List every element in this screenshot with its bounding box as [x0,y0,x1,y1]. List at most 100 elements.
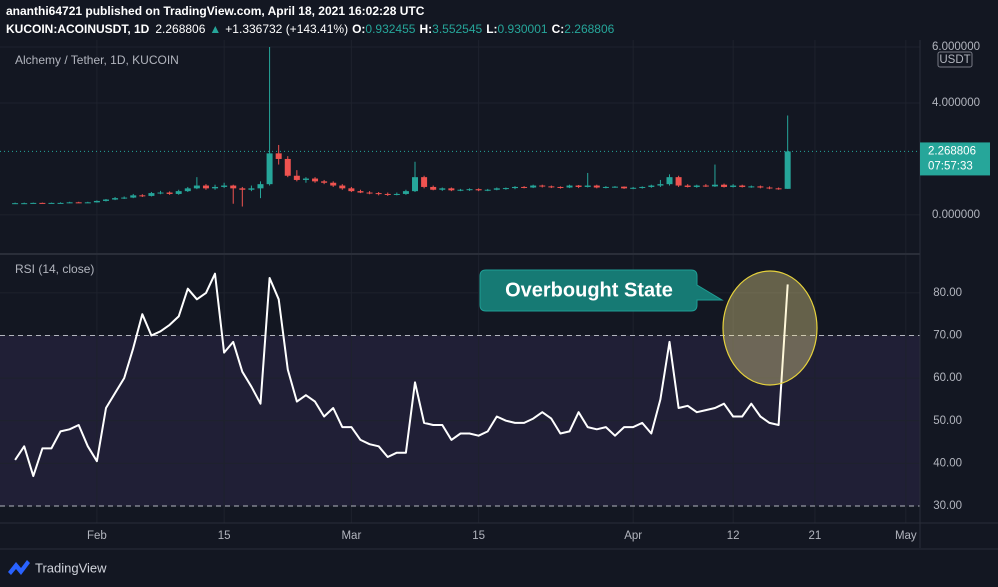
callout-text: Overbought State [505,279,673,301]
candle-body [666,177,673,185]
annotation: Overbought State [479,269,818,386]
logo [8,560,30,575]
last-price: 2.268806 [155,22,205,36]
callout [479,269,724,312]
rsi-line [14,272,789,478]
high-label: H: [419,22,432,36]
x-tick-label: May [895,530,917,542]
candle-body [84,202,91,204]
candle-body [611,186,618,188]
candle-body [212,186,219,189]
candle-body [648,185,655,187]
candle-body [439,188,446,190]
close-label: C: [552,22,565,36]
candle-body [375,193,382,195]
candle-body [557,186,564,188]
candle-body [57,202,64,204]
candle-body [202,185,209,189]
high-value: 3.552545 [432,22,482,36]
candle-body [748,186,755,188]
logo-icon [8,560,30,575]
candle-body [221,185,228,187]
candle-body [521,186,528,188]
candle-body [275,153,282,159]
publisher: ananthi64721 published on TradingView.co… [6,4,425,18]
candle-body [130,195,137,198]
candle-body [466,189,473,191]
candle-body [511,186,518,189]
close-value: 2.268806 [564,22,614,36]
candle-body [257,184,264,189]
candle-body [584,185,591,187]
candle-body [66,202,73,204]
candle-body [112,198,119,200]
candle-body [102,199,109,201]
candle-body [639,186,646,188]
candle-body [630,187,637,189]
candle-body [566,185,573,188]
candle-body [775,188,782,190]
candle-body [548,186,555,188]
candle-body [393,193,400,195]
candle-body [621,186,628,189]
candle-body [739,185,746,187]
candle-body [539,185,546,187]
y-tick-label: 4.000000 [932,97,980,109]
low-value: 0.930001 [498,22,548,36]
candle-body [30,202,37,204]
candle-body [121,197,128,199]
candle-body [730,185,737,187]
candle-body [302,178,309,180]
candle-body [675,177,682,186]
rsi-tick-label: 30.00 [933,500,962,512]
candle-body [721,184,728,187]
currency: USDT [939,54,970,66]
candle-body [12,203,19,205]
indicator-title: RSI (14, close) [15,262,94,276]
change: +1.336732 (+143.41%) [225,22,348,36]
rsi-tick-label: 40.00 [933,457,962,469]
x-tick-label: Apr [624,530,642,542]
candle-body [266,153,273,185]
rsi-tick-label: 70.00 [933,330,962,342]
candle-body [457,189,464,191]
candle-body [48,202,55,204]
candle-body [412,177,419,192]
candle-body [484,189,491,191]
low-label: L: [486,22,497,36]
candle-body [602,186,609,188]
candle-body [230,185,237,189]
x-tick-label: Feb [87,530,107,542]
candle-body [284,158,291,176]
candle-body [148,193,155,196]
candle-body [75,202,82,204]
y-tick-label: 0.000000 [932,209,980,221]
currency-box [937,51,973,68]
candle-body [402,191,409,194]
candle-body [357,191,364,193]
candle-body [339,185,346,189]
arrow: ▲ [209,22,221,36]
symbol: KUCOIN:ACOINUSDT, 1D [6,22,150,36]
candle-body [384,193,391,195]
candle-body [321,181,328,183]
candle-body [784,151,791,189]
countdown: 07:57:33 [928,160,973,172]
candle-body [175,191,182,194]
rsi-tick-label: 60.00 [933,372,962,384]
candle-body [193,185,200,189]
x-tick-label: 15 [218,530,231,542]
candle-body [657,184,664,186]
candle-body [502,188,509,190]
brand: TradingView [35,560,107,575]
candle-body [366,192,373,194]
y-tick-label: 6.000000 [932,41,980,53]
open-value: 0.932455 [365,22,415,36]
candle-body [575,185,582,187]
candle-body [330,182,337,186]
candle-body [312,178,319,182]
candle-body [248,188,255,190]
candle-body [430,186,437,190]
rsi-tick-label: 50.00 [933,415,962,427]
